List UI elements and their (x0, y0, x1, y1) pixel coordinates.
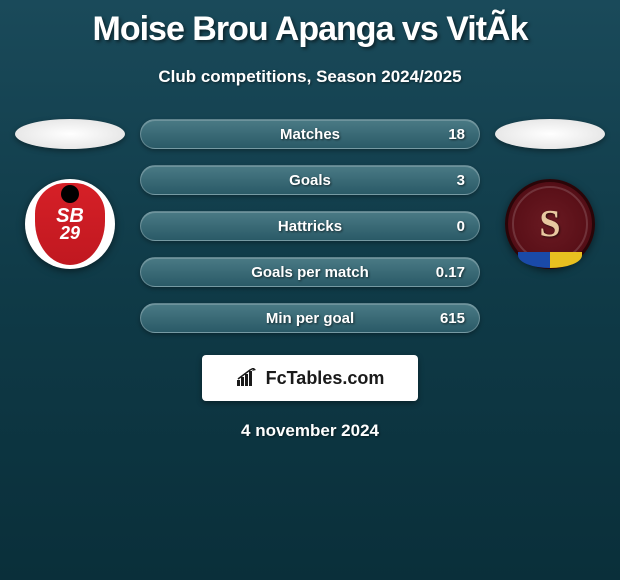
stat-label: Goals (289, 172, 331, 189)
player-right-photo-placeholder (495, 119, 605, 149)
band-icon (518, 252, 582, 268)
stat-label: Hattricks (278, 218, 342, 235)
date-label: 4 november 2024 (0, 421, 620, 441)
ring-icon (512, 186, 588, 262)
club-badge-left: SB 29 (25, 179, 115, 269)
stat-value-right: 615 (440, 310, 465, 327)
stat-value-right: 0 (457, 218, 465, 235)
player-left-photo-placeholder (15, 119, 125, 149)
stats-list: Matches 18 Goals 3 Hattricks 0 Goals per… (140, 119, 480, 333)
player-left-column: SB 29 (10, 119, 130, 269)
stat-row-goals-per-match: Goals per match 0.17 (140, 257, 480, 287)
stat-label: Goals per match (251, 264, 369, 281)
stat-row-matches: Matches 18 (140, 119, 480, 149)
stat-value-right: 18 (448, 126, 465, 143)
comparison-area: SB 29 Matches 18 Goals 3 Hattricks 0 Goa… (0, 119, 620, 333)
stat-row-hattricks: Hattricks 0 (140, 211, 480, 241)
subtitle: Club competitions, Season 2024/2025 (0, 67, 620, 87)
badge-left-text-bottom: 29 (60, 225, 80, 241)
brand-box[interactable]: FcTables.com (202, 355, 418, 401)
stat-row-goals: Goals 3 (140, 165, 480, 195)
page-title: Moise Brou Apanga vs VitÃ­k (0, 0, 620, 49)
club-badge-right: S (505, 179, 595, 269)
stat-value-right: 3 (457, 172, 465, 189)
stat-value-right: 0.17 (436, 264, 465, 281)
stat-label: Min per goal (266, 310, 354, 327)
ermine-icon (61, 185, 79, 203)
brand-label: FcTables.com (266, 368, 385, 389)
player-right-column: S (490, 119, 610, 269)
bar-chart-icon (236, 368, 260, 388)
stat-row-min-per-goal: Min per goal 615 (140, 303, 480, 333)
stat-label: Matches (280, 126, 340, 143)
